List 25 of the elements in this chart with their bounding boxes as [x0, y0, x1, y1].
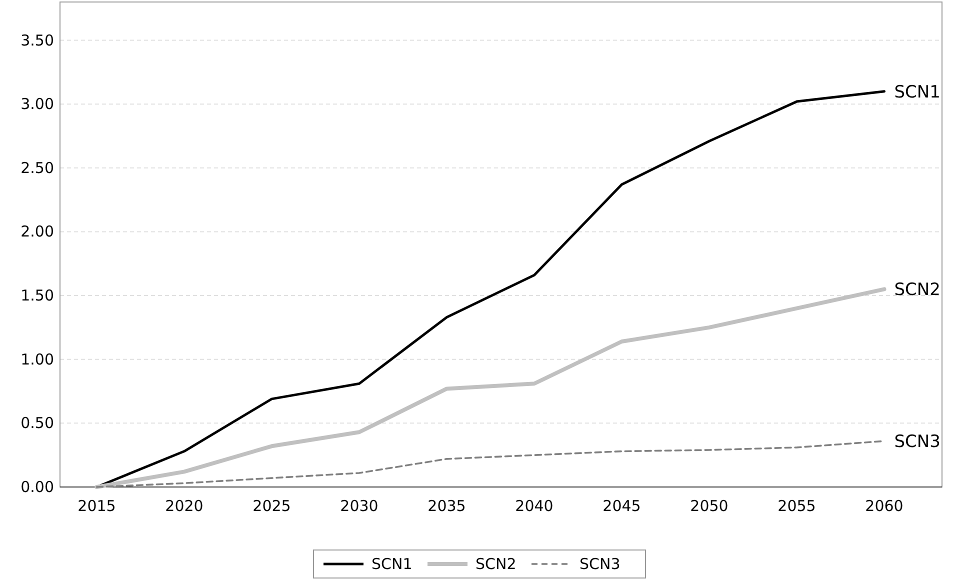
x-tick-label: 2030 [340, 497, 378, 515]
legend-label: SCN3 [580, 555, 620, 573]
legend-label: SCN2 [476, 555, 516, 573]
y-tick-label: 2.50 [20, 158, 54, 177]
y-tick-label: 0.00 [20, 478, 54, 496]
y-tick-label: 1.00 [20, 350, 54, 368]
x-tick-label: 2045 [602, 497, 641, 515]
x-tick-label: 2050 [690, 497, 728, 515]
y-tick-label: 2.00 [20, 222, 54, 241]
text: SCN3 [894, 432, 940, 452]
text: SCN2 [894, 280, 940, 300]
y-tick-label: 3.50 [20, 31, 54, 50]
x-tick-label: 2040 [515, 497, 554, 515]
x-tick-label: 2015 [78, 497, 116, 515]
y-tick-label: 0.50 [20, 414, 54, 432]
legend-label: SCN1 [372, 555, 412, 573]
y-tick-label: 1.50 [20, 286, 54, 305]
x-tick-label: 2060 [865, 497, 904, 515]
x-tick-label: 2055 [778, 497, 816, 515]
text: SCN1 [894, 82, 940, 102]
x-tick-label: 2025 [252, 497, 291, 515]
line-series [94, 287, 886, 489]
x-tick-label: 2020 [165, 497, 204, 515]
y-tick-label: 3.00 [20, 95, 54, 114]
x-tick-label: 2035 [428, 497, 466, 515]
